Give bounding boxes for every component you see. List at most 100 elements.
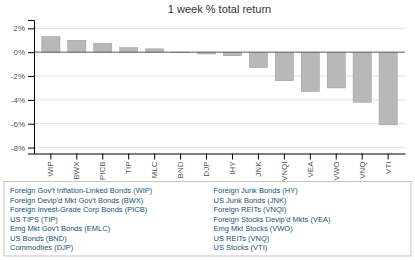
x-tick: WIP [46,154,55,177]
y-tick-mark [28,76,34,77]
x-tick-mark [284,154,285,160]
x-tick: VEA [306,154,315,178]
x-tick-label: VTI [384,162,393,174]
y-tick-label: 0% [13,48,25,57]
y-tick: -8% [11,144,34,153]
y-tick-label: -6% [11,120,25,129]
y-tick: 2% [13,24,34,33]
bar [120,48,138,53]
y-tick-label: -8% [11,144,25,153]
grid [34,28,405,147]
y-axis-line [28,21,35,155]
y-tick-mark [28,28,34,29]
note: Foreign Junk Bonds (HY) [214,186,299,195]
note: Foreign REITs (VNQI) [214,205,287,214]
y-tick-mark [28,52,34,53]
note: US Junk Bonds (JNK) [214,196,287,205]
note: Emg Mkt Stocks (VWO) [214,224,294,233]
x-tick-mark [388,154,389,160]
x-tick-label: BND [176,161,185,178]
x-axis: WIP BWX PICB TIP MLC BND DJP IHY JNK VNQI VEA VWO VN… [35,154,406,182]
x-tick-label: VNQI [280,162,289,182]
x-tick: PICB [98,154,107,181]
bar [94,43,112,52]
bar [223,52,241,56]
grid-line [34,52,405,53]
x-tick: TIP [124,154,133,174]
y-tick: 0% [13,48,34,57]
bar [353,52,371,102]
y-tick-label: -4% [11,96,25,105]
y-tick-label: 2% [13,24,25,33]
x-tick-mark [362,154,363,160]
x-tick-mark [76,154,77,160]
y-tick-mark [28,100,34,101]
title: 1 week % total return [168,3,271,15]
x-tick-mark [102,154,103,160]
x-tick-label: VNQ [358,162,367,179]
bar [379,52,397,125]
x-tick-label: IHY [228,161,237,175]
y-axis: -8% -6% -4% -2% 0% 2% [11,21,35,155]
x-tick-mark [258,154,259,160]
y-tick: -2% [11,72,34,81]
y-tick-mark [28,124,34,125]
grid-line [34,147,405,148]
x-tick: BWX [72,154,81,180]
x-tick: VNQI [280,154,289,182]
x-tick-mark [128,154,129,160]
x-tick-label: BWX [72,161,81,180]
x-tick-mark [180,154,181,160]
note: Foreign Devip'd Mkt Gov't Bonds (BWX) [10,196,144,205]
x-tick-mark [206,154,207,160]
x-tick-label: DJP [202,162,211,177]
note-box [4,182,411,257]
x-tick: VTI [384,154,393,174]
x-tick-mark [232,154,233,160]
bars [42,37,397,125]
x-tick: DJP [202,154,211,177]
grid-line [34,123,405,124]
x-tick: VWO [332,154,341,181]
note: US REITs (VNQ) [214,234,270,243]
grid-line [34,28,405,29]
x-tick-mark [310,154,311,160]
note: Foreign Gov't Inflation-Linked Bonds (WI… [10,186,153,195]
y-tick-mark [28,148,34,149]
note: US Bonds (BND) [10,234,67,243]
note: Emg Mkt Gov't Bonds (EMLC) [10,224,111,233]
x-tick-mark [336,154,337,160]
note: Foreign Stocks Devip'd Mkts (VEA) [214,215,331,224]
x-tick-label: MLC [150,161,159,178]
bar [146,49,164,52]
x-tick: MLC [150,154,159,179]
bar [327,52,345,88]
note: Foreign Invest-Grade Corp Bonds (PICB) [10,205,148,214]
bar [275,52,293,81]
chart: -8% -6% -4% -2% 0% 2% WIP BWX PICB TIP MLC BND DJP IH… [0,0,415,260]
bar [249,52,267,67]
zero-line [34,52,405,53]
x-tick-label: VEA [306,161,315,178]
bar [301,52,319,91]
x-tick-label: TIP [124,162,133,174]
note: US TIPS (TIP) [10,215,58,224]
y-tick: -4% [11,96,34,105]
x-tick-label: VWO [332,162,341,181]
note: US Stocks (VTI) [214,243,268,252]
x-tick-label: PICB [98,162,107,181]
notes: Foreign Gov't Inflation-Linked Bonds (WI… [10,186,331,252]
grid-line [34,76,405,77]
x-tick-mark [50,154,51,160]
x-tick-label: WIP [46,162,55,177]
x-tick: BND [176,154,185,179]
y-tick-label: -2% [11,72,25,81]
x-axis-line [35,154,406,155]
grid-line [34,99,405,100]
x-tick: IHY [228,154,237,175]
y-tick: -6% [11,120,34,129]
bar [42,37,60,52]
x-tick: VNQ [358,154,367,179]
x-tick-label: JNK [254,161,263,177]
x-tick-mark [154,154,155,160]
